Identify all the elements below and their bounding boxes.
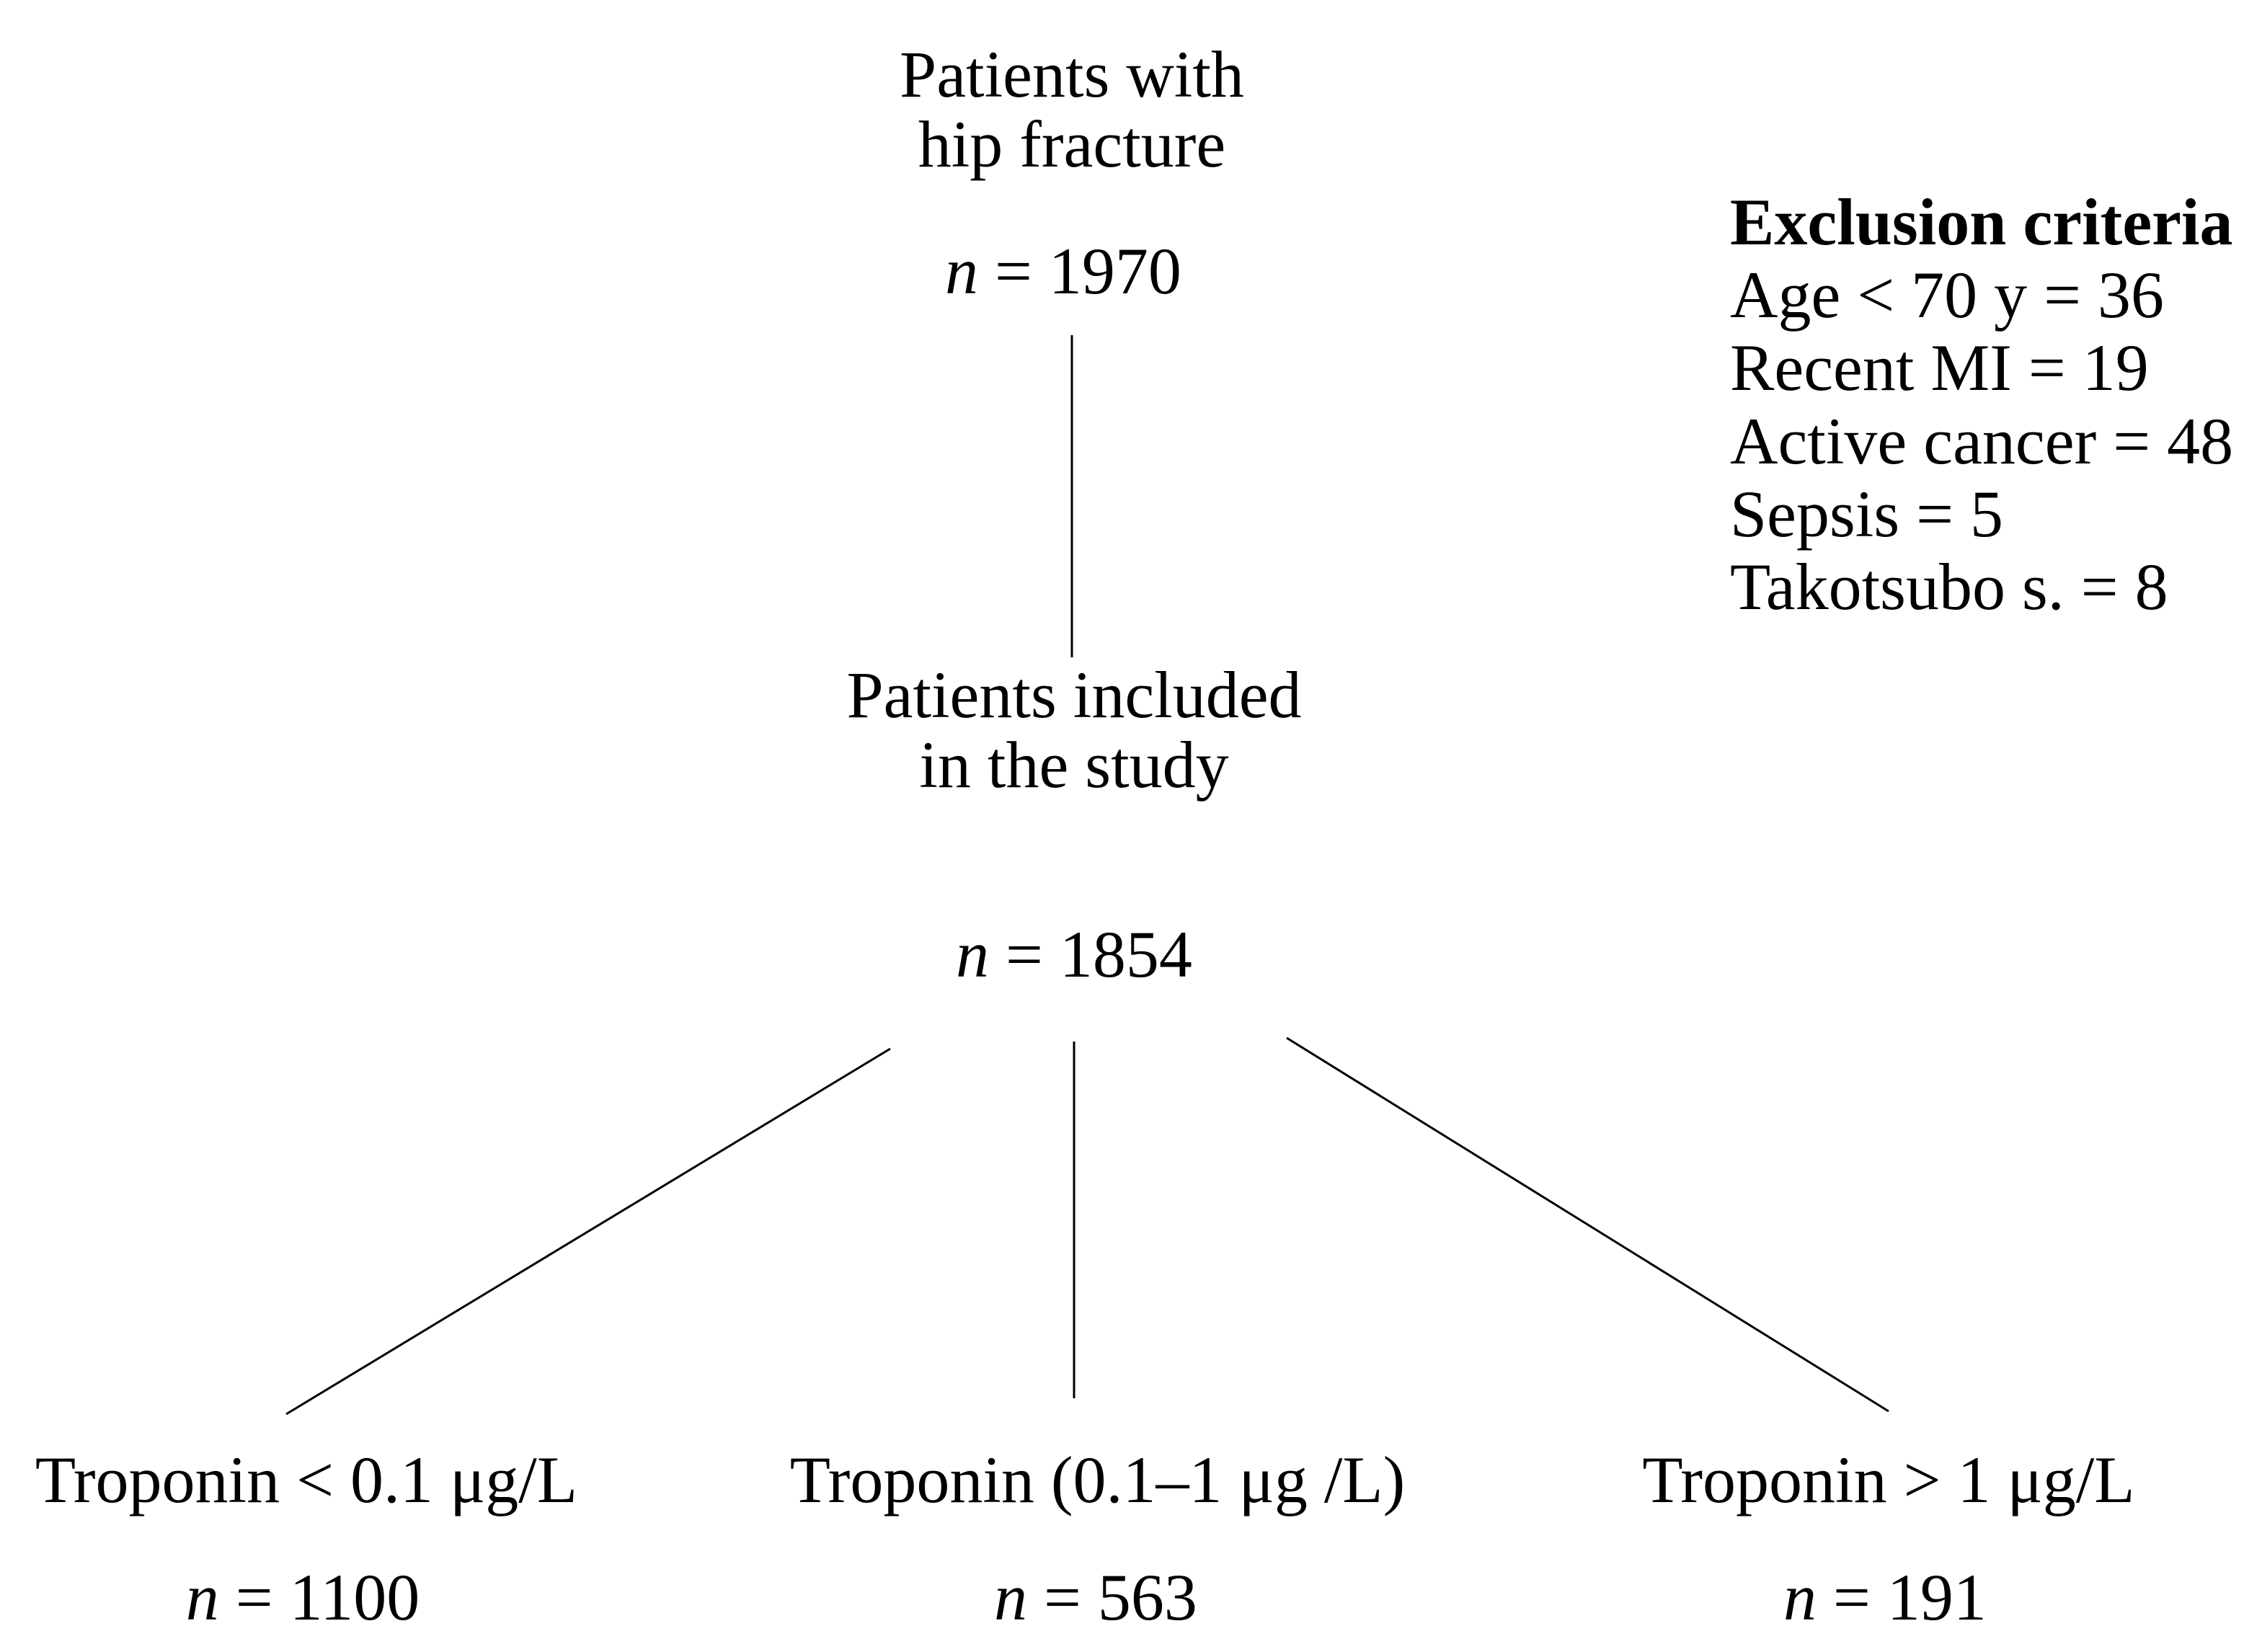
exclusion-item-active-cancer: Active cancer = 48	[1730, 404, 2234, 478]
n-symbol: n	[945, 234, 979, 308]
n-symbol: n	[956, 918, 990, 991]
exclusion-item-recent-mi: Recent MI = 19	[1730, 331, 2149, 405]
n-symbol: n	[994, 1560, 1028, 1634]
n-value: = 1970	[978, 234, 1181, 308]
node-troponin-low-count: n = 1100	[50, 1563, 555, 1633]
node-troponin-mid-count: n = 563	[843, 1563, 1348, 1633]
edge-included-to-troponin-low	[285, 1047, 891, 1416]
n-value: = 1854	[989, 918, 1192, 991]
n-value: = 563	[1027, 1560, 1197, 1634]
node-troponin-mid-label: Troponin (0.1–1 μg /L)	[789, 1443, 1406, 1516]
n-value: = 191	[1817, 1560, 1987, 1634]
node-hip-fracture-label: Patients with hip fracture	[900, 37, 1244, 181]
exclusion-item-age: Age < 70 y = 36	[1730, 258, 2165, 332]
node-troponin-low-label: Troponin < 0.1 μg/L	[35, 1443, 578, 1516]
exclusion-item-takotsubo: Takotsubo s. = 8	[1730, 549, 2168, 623]
node-troponin-high-label: Troponin > 1 μg/L	[1642, 1443, 2135, 1516]
node-included-label: Patients included in the study	[846, 658, 1302, 801]
n-value: = 1100	[218, 1560, 420, 1634]
node-hip-fracture-count: n = 1970	[811, 236, 1316, 306]
node-included-count: n = 1854	[822, 920, 1326, 990]
node-troponin-high-count: n = 191	[1633, 1563, 2137, 1633]
exclusion-criteria-title: Exclusion criteria	[1730, 185, 2233, 259]
exclusion-item-sepsis: Sepsis = 5	[1730, 476, 2004, 551]
edge-included-to-troponin-high	[1286, 1036, 1889, 1413]
n-symbol: n	[1783, 1560, 1817, 1634]
exclusion-criteria-box: Exclusion criteria Age < 70 y = 36 Recen…	[1730, 185, 2262, 623]
n-symbol: n	[185, 1560, 219, 1634]
